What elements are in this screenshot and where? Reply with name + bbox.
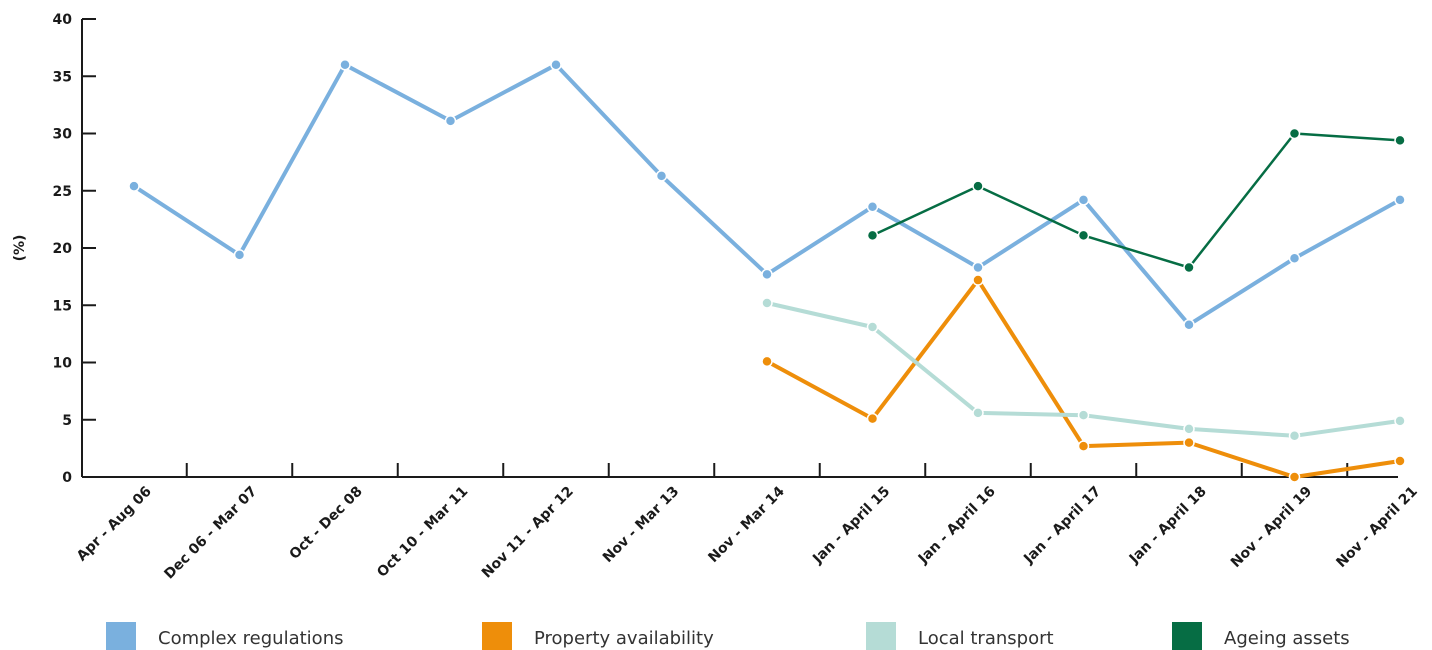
data-point-local-transport [1394, 415, 1406, 427]
data-point-local-transport [1183, 423, 1195, 435]
x-tick-label: Nov - Mar 13 [600, 484, 682, 566]
data-point-local-transport [972, 407, 984, 419]
data-point-local-transport [866, 321, 879, 333]
data-point-ageing-assets [972, 180, 984, 192]
data-point-ageing-assets [1183, 261, 1195, 274]
data-point-local-transport [761, 297, 773, 309]
x-tick-label: Nov - April 19 [1228, 484, 1315, 571]
data-point-property-availability [1077, 440, 1090, 452]
data-point-complex-regulations [339, 59, 351, 71]
data-point-property-availability [1394, 455, 1406, 467]
data-point-property-availability [972, 274, 984, 286]
y-tick-label: 10 [53, 356, 73, 372]
x-tick-label: Jan - April 17 [1020, 484, 1104, 568]
legend-label-property-availability: Property availability [534, 628, 714, 649]
x-tick-label: Jan - April 18 [1126, 484, 1210, 568]
legend-label-local-transport: Local transport [918, 628, 1054, 649]
data-point-complex-regulations [1288, 252, 1301, 265]
legend-label-ageing-assets: Ageing assets [1224, 628, 1350, 649]
data-point-complex-regulations [1394, 194, 1406, 206]
y-tick-label: 35 [53, 69, 72, 85]
data-point-complex-regulations [128, 180, 140, 192]
data-point-complex-regulations [550, 59, 562, 71]
series-points [128, 59, 1406, 483]
y-tick-label: 5 [62, 413, 72, 429]
data-point-ageing-assets [1288, 127, 1301, 140]
y-tick-label: 40 [53, 12, 73, 28]
legend-swatch-local-transport [866, 622, 896, 650]
x-tick-label: Nov 11 - Apr 12 [479, 484, 577, 582]
data-point-complex-regulations [972, 261, 984, 274]
x-tick-label: Apr - Aug 06 [74, 484, 155, 565]
series-line-complex-regulations [132, 62, 1402, 327]
axes: 0 5 10 15 20 25 30 35 40 (%) Apr - Aug 06 Dec 06 - … [12, 12, 1421, 582]
x-tick-label: Oct 10 - Mar 11 [374, 484, 471, 581]
y-tick-label: 30 [53, 127, 73, 143]
y-tick-label: 15 [53, 298, 72, 314]
series-line-ageing-assets [871, 132, 1402, 269]
data-point-complex-regulations [761, 268, 773, 281]
data-point-ageing-assets [1394, 134, 1406, 147]
data-point-complex-regulations [866, 201, 879, 213]
data-point-complex-regulations [1077, 194, 1090, 206]
data-point-local-transport [1288, 430, 1301, 442]
data-point-property-availability [761, 355, 773, 368]
y-tick-label: 25 [53, 184, 72, 200]
data-point-complex-regulations [1183, 318, 1195, 331]
x-tick-label: Nov - Mar 14 [705, 483, 788, 566]
legend-label-complex-regulations: Complex regulations [158, 628, 343, 649]
data-point-property-availability [1183, 436, 1195, 449]
data-point-ageing-assets [1077, 229, 1090, 242]
data-point-complex-regulations [655, 170, 668, 182]
data-point-local-transport [1077, 409, 1090, 421]
legend: Complex regulations Property availability… [106, 622, 1350, 650]
x-tick-label: Dec 06 - Mar 07 [161, 484, 260, 583]
y-tick-label: 20 [53, 241, 73, 257]
x-tick-label: Nov - April 21 [1333, 484, 1420, 571]
legend-swatch-ageing-assets [1172, 622, 1202, 650]
data-point-ageing-assets [866, 229, 879, 242]
data-point-property-availability [866, 412, 879, 425]
data-point-property-availability [1288, 471, 1301, 483]
data-point-complex-regulations [444, 115, 457, 127]
x-tick-label: Jan - April 16 [915, 484, 999, 568]
x-tick-label: Oct - Dec 08 [286, 484, 365, 563]
legend-swatch-property-availability [482, 622, 512, 650]
y-tick-label: 0 [62, 470, 72, 486]
y-axis-title: (%) [12, 235, 28, 262]
legend-swatch-complex-regulations [106, 622, 136, 650]
data-point-complex-regulations [233, 249, 246, 261]
x-tick-label: Jan - April 15 [809, 484, 893, 568]
